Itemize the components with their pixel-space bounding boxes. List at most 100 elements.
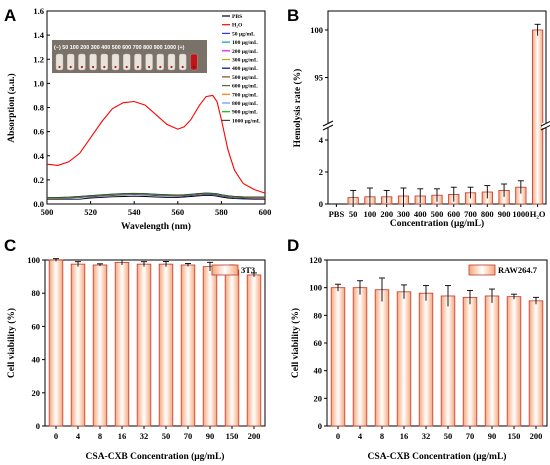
panel-a-ytick-label: 0.6	[33, 127, 44, 137]
panel-c-xtick-label: 70	[184, 431, 193, 441]
panel-a-ytick-label: 0.2	[33, 175, 44, 185]
panel-c-legend: 3T3	[211, 264, 255, 276]
panel-a-legend-label: 300 μg/mL	[232, 58, 258, 64]
tube-icon	[89, 53, 97, 71]
panel-d-ylabel: Cell viability (%)	[290, 308, 301, 378]
panel-a-series-line	[46, 94, 266, 194]
panel-d-xtick-label: 32	[422, 431, 431, 441]
panel-d-bar	[352, 287, 368, 427]
tube-pellet	[103, 65, 106, 69]
tube-icon	[66, 53, 75, 71]
panel-a-ytick-label: 1.6	[33, 6, 44, 16]
panel-d-ticks: 0 4 8 16 32 50 70 90 150 200 0 20 40 60 80 100 120	[309, 255, 542, 441]
panel-b-xtick-label: 200	[380, 209, 393, 219]
tube-icon	[167, 53, 176, 71]
panel-b-xtick-label: 50	[349, 209, 358, 219]
panel-d-ytick-label: 40	[314, 366, 323, 376]
tube-pellet	[114, 65, 117, 69]
panel-c-xtick-label: 4	[76, 431, 81, 441]
panel-a-legend-label: 900 μg/mL	[232, 110, 258, 116]
panel-c-legend-label: 3T3	[241, 265, 255, 275]
panel-b-ytick-label: 95	[315, 73, 324, 83]
panel-c-bar	[224, 269, 240, 427]
axis-break-right-top	[540, 120, 550, 127]
panel-c-ytick-label: 20	[32, 388, 41, 398]
tube-icon	[178, 53, 187, 71]
panel-d-ytick-label: 20	[314, 393, 323, 403]
panel-letter-d: D	[287, 236, 299, 255]
panel-c-ytick-label: 40	[32, 355, 41, 365]
panel-d-bar	[374, 289, 390, 427]
panel-b-xtick-label: 300	[397, 209, 410, 219]
tube-icon	[134, 53, 142, 71]
panel-d-legend-label: RAW264.7	[498, 265, 538, 275]
panel-d-xtick-label: 0	[336, 431, 340, 441]
panel-c-xtick-label: 90	[206, 431, 215, 441]
tube-pellet	[125, 65, 128, 69]
panel-d-legend: RAW264.7	[468, 264, 538, 276]
panel-c-bar	[180, 264, 196, 427]
tube-icon	[111, 53, 120, 71]
panel-d-xtick-label: 200	[530, 431, 543, 441]
tube-row	[55, 53, 198, 71]
panel-b-xtick-label: H₂O	[530, 209, 546, 219]
panel-c-bar	[136, 263, 152, 427]
panel-a-ytick-label: 0.4	[33, 151, 44, 161]
panel-c-ytick-label: 100	[27, 255, 40, 265]
panel-d-ytick-label: 120	[309, 255, 322, 265]
panel-a-xtick-label: 540	[128, 207, 141, 217]
panel-d-bar	[484, 295, 500, 427]
panel-a-ticks: 500 520 540 560 580 600 0.0 0.2 0.4 0.6 0.8 1.0 1.2 1…	[33, 6, 271, 217]
panel-b-bar	[532, 29, 544, 205]
panel-c-ticks: 0 4 8 16 32 50 70 90 150 200 0 20 40 60 80 100	[27, 255, 260, 441]
panel-c-ylabel: Cell viability (%)	[6, 308, 17, 378]
panel-b-frame	[327, 10, 547, 205]
panel-b-ticks: PBS 50 100 200 300 400 500 600 700 800 900 1000 H₂O0…	[310, 25, 546, 219]
panel-b-ytick-label: 2	[319, 167, 323, 177]
panel-b-xtick-label: 800	[481, 209, 494, 219]
panel-c-xtick-label: 16	[118, 431, 127, 441]
tube-icon	[145, 53, 153, 71]
panel-d-bar	[440, 295, 456, 427]
panel-c-bar	[158, 263, 174, 427]
panel-d-xtick-label: 150	[508, 431, 521, 441]
panel-b-xtick-label: 700	[464, 209, 477, 219]
tube-pellet	[192, 65, 195, 69]
panel-letter-a: A	[4, 6, 16, 25]
panel-a-ytick-label: 1.4	[33, 30, 44, 40]
panel-letter-b: B	[287, 6, 299, 25]
panel-a-legend-label: H₂O	[232, 23, 243, 29]
panel-c-xtick-label: 50	[162, 431, 171, 441]
tube-pellet	[80, 65, 83, 69]
panel-a-legend-label: 500 μg/mL	[232, 75, 258, 81]
tube-photo-label: (−) 50 100 200 300 400 500 600 700 800 9…	[54, 45, 185, 51]
panel-d-ytick-label: 0	[318, 421, 322, 431]
panel-c-bar-chart: 0 4 8 16 32 50 70 90 150 200 0 20 40 60 80 100 3T3 CSA-…	[6, 255, 266, 462]
panel-d-legend-swatch	[468, 264, 496, 276]
panel-a-xtick-label: 500	[41, 207, 54, 217]
panel-a-xtick-label: 560	[171, 207, 184, 217]
panel-a-xtick-label: 600	[259, 207, 272, 217]
tube-icon	[55, 53, 64, 71]
panel-a-ytick-label: 1.0	[33, 78, 44, 88]
panel-c-xtick-label: 200	[248, 431, 261, 441]
axis-break-right-bottom	[540, 124, 550, 131]
panel-b-xtick-label: 400	[414, 209, 427, 219]
axis-break-gap-left	[324, 123, 332, 128]
panel-a-legend-label: 1000 μg/mL	[232, 118, 261, 124]
panel-d-xtick-label: 4	[358, 431, 363, 441]
panel-b-bar-chart: PBS 50 100 200 300 400 500 600 700 800 900 1000 H₂O0…	[292, 10, 550, 229]
panel-b-xtick-label: 100	[364, 209, 377, 219]
panel-d-ytick-label: 100	[309, 283, 322, 293]
panel-c-xtick-label: 8	[98, 431, 102, 441]
axis-break-left-bottom	[322, 124, 334, 131]
tube-photo-inset: (−) 50 100 200 300 400 500 600 700 800 9…	[52, 40, 207, 73]
tube-icon	[190, 53, 198, 71]
panel-d-xtick-label: 90	[488, 431, 497, 441]
panel-a-ylabel: Absorption (a.u.)	[6, 73, 17, 142]
panel-b-ylabel: Hemolysis rate (%)	[292, 69, 303, 148]
panel-d-bar	[418, 292, 434, 427]
panel-c-ytick-label: 80	[32, 288, 41, 298]
panel-a-series-line	[47, 194, 265, 200]
panel-c-bar	[202, 266, 218, 427]
